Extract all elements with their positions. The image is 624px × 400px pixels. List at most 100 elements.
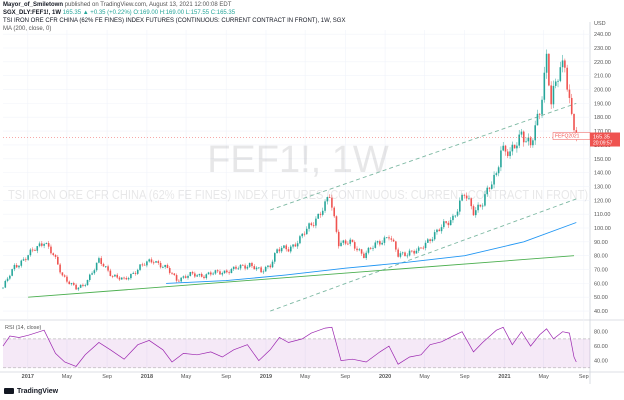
candle[interactable] [4, 279, 7, 289]
candle[interactable] [406, 253, 409, 259]
candle[interactable] [509, 147, 511, 159]
candle[interactable] [516, 142, 518, 153]
candle[interactable] [445, 220, 447, 225]
candle[interactable] [285, 243, 288, 252]
candle[interactable] [111, 275, 114, 279]
candle[interactable] [383, 235, 386, 246]
candle[interactable] [278, 247, 281, 254]
candle[interactable] [237, 266, 240, 270]
candle[interactable] [27, 254, 29, 261]
ma-legend-label[interactable]: MA (200, close, 0) [3, 26, 52, 32]
candle[interactable] [253, 264, 256, 270]
candle[interactable] [274, 252, 276, 264]
candle[interactable] [95, 262, 98, 272]
candle[interactable] [415, 248, 418, 254]
candle[interactable] [381, 240, 383, 246]
candle[interactable] [20, 259, 23, 268]
candle[interactable] [31, 247, 34, 253]
candle[interactable] [424, 240, 427, 251]
candle[interactable] [525, 137, 527, 143]
candle[interactable] [351, 239, 354, 243]
candle[interactable] [541, 96, 543, 119]
candle[interactable] [123, 276, 125, 280]
candle[interactable] [429, 238, 431, 244]
candle[interactable] [41, 240, 43, 248]
candle[interactable] [100, 256, 103, 267]
candle[interactable] [326, 196, 329, 205]
candle[interactable] [561, 54, 564, 73]
candle[interactable] [79, 284, 82, 289]
candle[interactable] [479, 204, 482, 208]
candle[interactable] [411, 250, 413, 253]
candle[interactable] [207, 271, 210, 275]
candle[interactable] [399, 251, 402, 259]
candle[interactable] [365, 250, 367, 261]
candle[interactable] [248, 262, 251, 268]
candle[interactable] [436, 228, 438, 235]
candle[interactable] [353, 240, 356, 251]
candle[interactable] [232, 266, 235, 271]
candle[interactable] [465, 192, 468, 202]
candle[interactable] [109, 268, 112, 277]
candle[interactable] [292, 244, 294, 249]
candle[interactable] [452, 213, 454, 223]
candle[interactable] [246, 265, 249, 270]
candle[interactable] [157, 259, 160, 265]
candle[interactable] [477, 202, 479, 213]
rsi-legend-label[interactable]: RSI (14, close) [5, 325, 42, 331]
candle[interactable] [511, 141, 514, 156]
candle[interactable] [141, 262, 144, 267]
candle[interactable] [43, 242, 45, 249]
candle[interactable] [422, 245, 425, 250]
candle[interactable] [301, 233, 304, 239]
candle[interactable] [481, 203, 484, 210]
candle[interactable] [175, 273, 178, 283]
candle[interactable] [568, 84, 571, 104]
candle[interactable] [319, 211, 322, 218]
candle[interactable] [98, 256, 100, 264]
candle[interactable] [337, 229, 340, 249]
candle[interactable] [168, 266, 171, 275]
candle[interactable] [566, 64, 568, 92]
candle[interactable] [11, 268, 13, 277]
candle[interactable] [54, 253, 57, 259]
candle[interactable] [198, 273, 201, 278]
candle[interactable] [162, 265, 164, 269]
candle[interactable] [522, 130, 525, 147]
candle[interactable] [454, 215, 457, 218]
candle[interactable] [289, 244, 292, 254]
candle[interactable] [148, 258, 150, 263]
candle[interactable] [200, 272, 203, 278]
candle[interactable] [118, 276, 121, 282]
candle[interactable] [367, 246, 370, 255]
candle[interactable] [36, 245, 39, 254]
candle[interactable] [22, 257, 25, 261]
candle[interactable] [474, 207, 477, 218]
candle[interactable] [536, 109, 539, 126]
candle[interactable] [395, 240, 397, 252]
candle[interactable] [333, 206, 335, 218]
candle[interactable] [554, 78, 557, 89]
candle[interactable] [484, 190, 486, 207]
candle[interactable] [488, 187, 491, 192]
candle[interactable] [356, 246, 358, 252]
candle[interactable] [77, 287, 80, 291]
candle[interactable] [88, 273, 91, 282]
candle[interactable] [495, 171, 498, 177]
candle[interactable] [427, 238, 429, 243]
candle[interactable] [472, 204, 475, 216]
candle[interactable] [212, 271, 214, 276]
candle[interactable] [308, 222, 310, 232]
channel-trendline[interactable] [270, 102, 577, 211]
candle[interactable] [470, 197, 473, 210]
candle[interactable] [223, 270, 226, 275]
candle[interactable] [493, 171, 495, 189]
candle[interactable] [321, 207, 324, 217]
candle[interactable] [527, 133, 530, 146]
candle[interactable] [226, 269, 228, 274]
candle[interactable] [45, 242, 48, 245]
candle[interactable] [461, 193, 463, 202]
candle[interactable] [374, 240, 377, 249]
candle[interactable] [369, 246, 372, 250]
